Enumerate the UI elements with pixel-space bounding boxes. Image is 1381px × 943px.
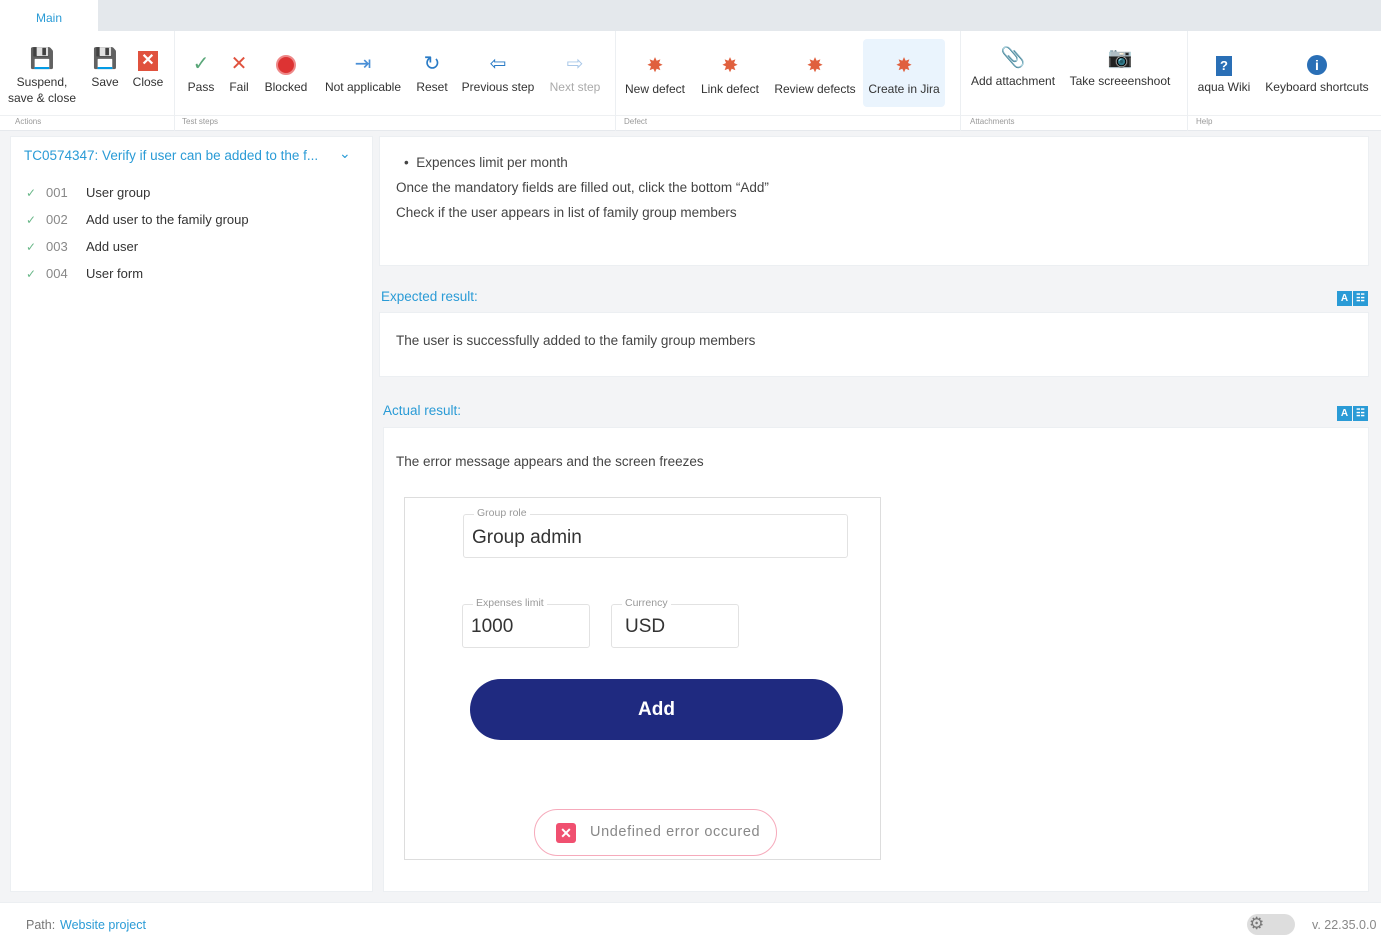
link-defect-button[interactable]: ✸ Link defect xyxy=(698,55,762,97)
expected-result-label: Expected result: xyxy=(381,289,478,304)
next-step-button[interactable]: ⇨ Next step xyxy=(546,53,604,95)
font-format-icon[interactable]: A xyxy=(1337,406,1352,421)
check-icon: ✓ xyxy=(26,213,37,227)
test-steps-panel: TC0574347: Verify if user can be added t… xyxy=(10,136,373,892)
chevron-down-icon[interactable]: ⌄ xyxy=(339,145,351,161)
description-line: Check if the user appears in list of fam… xyxy=(396,205,737,220)
expected-result-text: The user is successfully added to the fa… xyxy=(396,333,756,348)
camera-icon: 📷 xyxy=(1107,47,1133,69)
keyboard-shortcuts-button[interactable]: i Keyboard shortcuts xyxy=(1262,53,1372,95)
version-label: v. 22.35.0.0 xyxy=(1312,918,1377,932)
check-icon: ✓ xyxy=(192,53,210,75)
step-description: • Expences limit per month Once the mand… xyxy=(379,136,1369,266)
error-toast: ✕ Undefined error occured xyxy=(534,809,777,856)
tab-bar: Main xyxy=(0,0,1381,31)
pass-button[interactable]: ✓ Pass xyxy=(184,53,218,95)
description-bullet: • Expences limit per month xyxy=(404,155,568,170)
bug-review-icon: ✸ xyxy=(806,55,824,77)
check-icon: ✓ xyxy=(26,267,37,281)
tab-main[interactable]: Main xyxy=(0,0,98,31)
group-label-actions: Actions xyxy=(15,117,42,126)
error-icon: ✕ xyxy=(556,823,576,843)
gear-icon: ⚙ xyxy=(1249,914,1265,933)
create-in-jira-button[interactable]: ✸ Create in Jira xyxy=(863,39,945,107)
help-book-icon: ? xyxy=(1194,53,1254,76)
currency-field: Currency USD xyxy=(611,597,739,648)
group-role-field: Group role Group admin xyxy=(463,507,848,558)
actual-result-label: Actual result: xyxy=(383,403,462,418)
stop-icon xyxy=(262,53,310,75)
x-icon: ✕ xyxy=(230,53,248,75)
ribbon-toolbar: Actions Test steps Defect Attachments He… xyxy=(0,31,1381,131)
expected-result-box[interactable]: The user is successfully added to the fa… xyxy=(379,312,1369,377)
step-item[interactable]: ✓ 004 User form xyxy=(26,266,144,281)
previous-step-button[interactable]: ⇦ Previous step xyxy=(461,53,535,94)
translate-icon[interactable]: ☷ xyxy=(1353,291,1368,306)
group-label-test-steps: Test steps xyxy=(182,117,219,126)
path-link[interactable]: Website project xyxy=(60,918,146,932)
take-screenshot-button[interactable]: 📷 Take screeenshoot xyxy=(1069,47,1171,88)
save-cancel-icon: 💾 xyxy=(29,48,55,70)
translate-icon[interactable]: ☷ xyxy=(1353,406,1368,421)
check-icon: ✓ xyxy=(26,240,37,254)
aqua-wiki-button[interactable]: ? aqua Wiki xyxy=(1194,53,1254,95)
font-format-icon[interactable]: A xyxy=(1337,291,1352,306)
not-applicable-button[interactable]: ⇥ Not applicable xyxy=(320,53,406,95)
description-line: Once the mandatory fields are filled out… xyxy=(396,180,769,195)
close-button[interactable]: ✕ Close xyxy=(128,48,168,90)
group-label-attachments: Attachments xyxy=(970,117,1015,126)
new-defect-button[interactable]: ✸ New defect xyxy=(620,55,690,97)
step-item[interactable]: ✓ 001 User group xyxy=(26,185,151,200)
save-icon: 💾 xyxy=(92,48,118,70)
arrow-right-circle-icon: ⇨ xyxy=(566,53,584,75)
reset-button[interactable]: ↻ Reset xyxy=(414,53,450,95)
attached-screenshot: Group role Group admin Expenses limit 1000… xyxy=(404,497,881,860)
bug-icon: ✸ xyxy=(646,55,664,77)
arrow-left-circle-icon: ⇦ xyxy=(489,53,507,75)
path-label: Path: xyxy=(26,918,56,932)
add-attachment-button[interactable]: 📎 Add attachment xyxy=(966,47,1060,89)
skip-arrow-icon: ⇥ xyxy=(354,53,372,75)
save-button[interactable]: 💾 Save xyxy=(86,48,124,90)
info-icon: i xyxy=(1262,53,1372,75)
group-label-help: Help xyxy=(1196,117,1213,126)
close-icon: ✕ xyxy=(128,48,168,71)
footer: Path: Website project ⚙ v. 22.35.0.0 xyxy=(0,902,1381,943)
settings-toggle[interactable]: ⚙ xyxy=(1247,914,1295,935)
actual-result-text: The error message appears and the screen… xyxy=(396,454,704,469)
check-icon: ✓ xyxy=(26,186,37,200)
bug-jira-icon: ✸ xyxy=(895,55,913,77)
fail-button[interactable]: ✕ Fail xyxy=(224,53,254,95)
expenses-limit-field: Expenses limit 1000 xyxy=(462,597,590,648)
paperclip-icon: 📎 xyxy=(1000,47,1026,69)
actual-result-box[interactable]: The error message appears and the screen… xyxy=(383,427,1369,892)
suspend-save-close-button[interactable]: 💾 Suspend, save & close xyxy=(7,48,77,105)
review-defects-button[interactable]: ✸ Review defects xyxy=(772,55,858,97)
step-item[interactable]: ✓ 002 Add user to the family group xyxy=(26,212,249,227)
reset-icon: ↻ xyxy=(423,53,441,75)
group-label-defect: Defect xyxy=(624,117,648,126)
add-button-in-screenshot: Add xyxy=(470,679,843,740)
blocked-button[interactable]: Blocked xyxy=(262,53,310,95)
step-item[interactable]: ✓ 003 Add user xyxy=(26,239,139,254)
bug-link-icon: ✸ xyxy=(721,55,739,77)
test-case-title[interactable]: TC0574347: Verify if user can be added t… xyxy=(24,148,319,163)
